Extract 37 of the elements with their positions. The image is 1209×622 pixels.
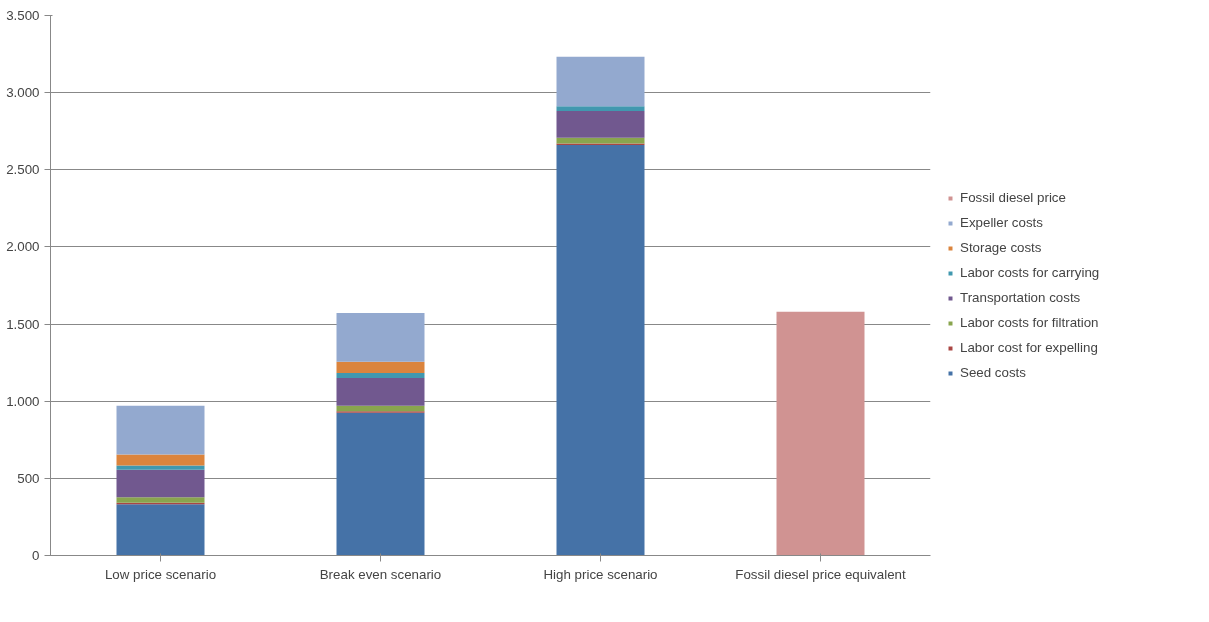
y-tick-label: 1.500	[6, 316, 40, 332]
bar	[336, 372, 425, 378]
bar	[116, 469, 205, 498]
bar	[556, 106, 645, 111]
y-tick-label: 2.500	[6, 162, 40, 178]
y-tick-label: 3.500	[6, 8, 40, 23]
bar	[336, 405, 425, 412]
bar	[336, 361, 425, 373]
legend-label: Storage costs	[960, 240, 1042, 255]
legend-label: Seed costs	[960, 365, 1026, 380]
bar	[336, 377, 425, 406]
bar	[556, 144, 645, 556]
x-tick-label: Fossil diesel price equivalent	[735, 566, 906, 582]
y-tick-label: 1.000	[6, 393, 40, 409]
x-tick-label: Low price scenario	[104, 566, 217, 582]
y-tick-label: 2.000	[6, 239, 40, 255]
bar	[556, 111, 645, 138]
bar	[116, 497, 205, 503]
y-tick-label: 0	[32, 548, 40, 563]
legend-label: Labor costs for filtration	[960, 315, 1099, 330]
bar	[116, 405, 205, 455]
x-tick-label: High price scenario	[543, 566, 658, 582]
bar	[116, 504, 205, 556]
bar	[116, 454, 205, 466]
y-tick-label: 3.000	[6, 85, 40, 101]
bar	[336, 412, 425, 556]
legend-label: Expeller costs	[960, 215, 1043, 230]
legend-label: Transportation costs	[960, 290, 1081, 305]
y-tick-label: 500	[17, 470, 40, 486]
legend-label: Fossil diesel price	[960, 190, 1066, 205]
legend-label: Labor costs for carrying	[960, 265, 1100, 280]
bar	[556, 56, 645, 107]
bar	[116, 465, 205, 470]
legend-label: Labor cost for expelling	[960, 340, 1098, 355]
x-tick-label: Break even scenario	[319, 566, 442, 582]
bar	[336, 313, 425, 362]
bar	[776, 311, 865, 556]
